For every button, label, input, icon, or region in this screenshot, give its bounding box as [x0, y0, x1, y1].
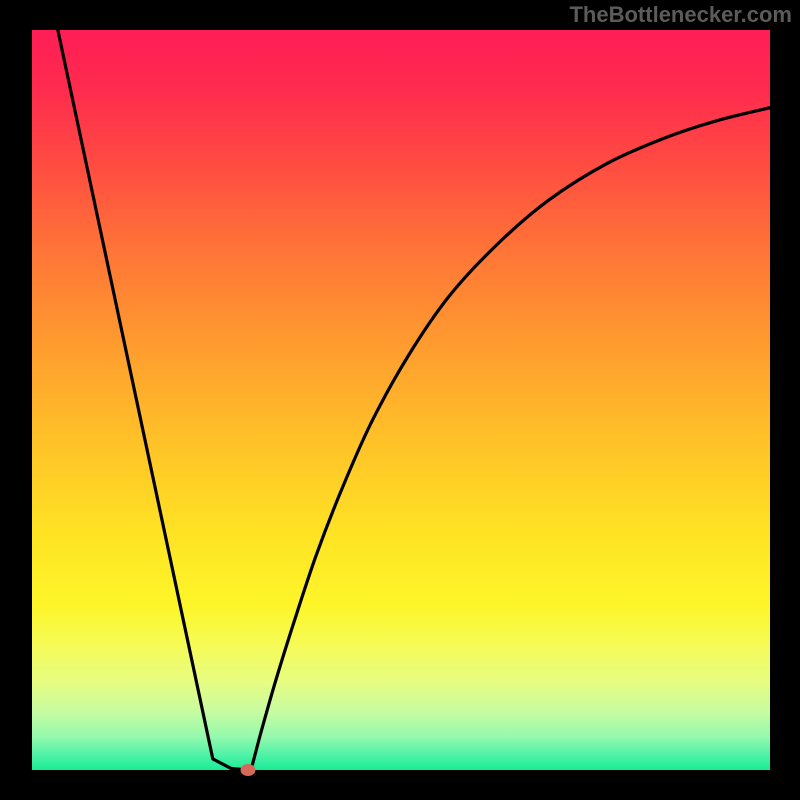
watermark: TheBottlenecker.com [569, 2, 792, 28]
plot-area [32, 30, 770, 770]
optimum-marker [241, 764, 256, 776]
curve-svg [32, 30, 770, 770]
chart-frame: TheBottlenecker.com [0, 0, 800, 800]
bottleneck-curve [58, 30, 770, 770]
